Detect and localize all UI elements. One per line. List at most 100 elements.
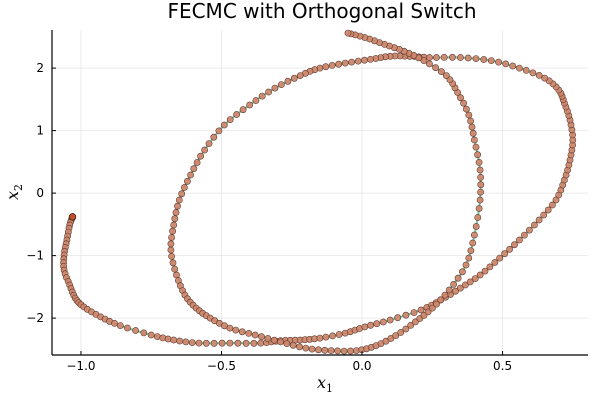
trajectory-point (464, 54, 472, 62)
trajectory-point (283, 340, 291, 347)
trajectory-point (470, 136, 478, 144)
trajectory-point (258, 333, 265, 341)
trajectory-point (180, 184, 188, 191)
trajectory-point (188, 339, 196, 346)
trajectory-point (174, 202, 181, 210)
trajectory-point (465, 111, 473, 119)
y-tick-label: −1 (26, 249, 44, 263)
trajectory-point (445, 286, 453, 294)
trajectory-point (220, 121, 228, 129)
trajectory-point (218, 339, 226, 347)
trajectory-point (477, 173, 484, 181)
trajectory-point (394, 314, 402, 322)
trajectory-point (245, 329, 253, 337)
trajectory-point (462, 261, 470, 269)
trajectory-point (290, 74, 298, 82)
trajectory-point (460, 99, 467, 107)
trajectory-point (226, 116, 234, 123)
trajectory-point (202, 339, 210, 347)
trajectory-point (496, 254, 504, 262)
trajectory-point (506, 245, 513, 253)
trajectory-point (132, 327, 139, 334)
trajectory-point (410, 309, 418, 316)
trajectory-point (250, 339, 258, 347)
trajectory-point (335, 60, 343, 68)
trajectory-point (251, 331, 259, 339)
trajectory-point (116, 322, 124, 329)
trajectory-point (361, 323, 369, 331)
trajectory-point (402, 325, 410, 333)
trajectory-point (531, 221, 538, 229)
trajectory-point (239, 106, 247, 114)
trajectory-point (426, 60, 433, 68)
trajectory-point (111, 319, 118, 327)
trajectory-point (462, 105, 470, 113)
trajectory-point (481, 267, 489, 275)
trajectory-point (477, 188, 484, 196)
trajectory-point (178, 190, 186, 198)
trajectory-point (329, 332, 336, 340)
trajectory-point (487, 57, 495, 64)
start-point (68, 213, 77, 221)
y-tick-label: 0 (36, 186, 44, 200)
trajectory-point (232, 326, 240, 334)
trajectory-point (347, 347, 354, 355)
trajectory-point (190, 165, 198, 173)
x-tick-label: 0.5 (493, 359, 512, 373)
trajectory-point (426, 54, 433, 61)
trajectory-point (195, 339, 203, 347)
trajectory-point (140, 329, 148, 337)
trajectory-point (502, 60, 510, 68)
trajectory-point (176, 337, 184, 345)
trajectory-point (315, 346, 322, 354)
trajectory-point (257, 339, 265, 347)
trajectory-point (226, 339, 234, 347)
trajectory-point (321, 346, 329, 354)
trajectory-point (197, 152, 204, 160)
trajectory-point (486, 263, 494, 271)
trajectory-point (475, 158, 483, 166)
trajectory-point (170, 221, 178, 229)
grid (52, 30, 588, 355)
trajectory-point (201, 146, 208, 154)
x-tick-label: −1.0 (66, 359, 95, 373)
trajectory-point (284, 77, 292, 85)
trajectory-point (458, 268, 466, 276)
trajectory-point (467, 117, 474, 125)
trajectory-point (316, 334, 324, 342)
trajectory-point (379, 318, 387, 326)
trajectory-point (258, 92, 266, 100)
trajectory-point (469, 129, 477, 137)
trajectory-point (450, 280, 457, 288)
trajectory-point (474, 214, 482, 221)
trajectory-point (549, 201, 556, 209)
trajectory-point (168, 252, 175, 260)
trajectory-point (529, 69, 537, 77)
trajectory-point (468, 123, 476, 131)
trajectory-point (277, 81, 285, 88)
ticks: −1.0 −0.5 0.0 0.5 −2 −1 0 1 2 (26, 61, 512, 373)
trajectory-point (461, 281, 469, 289)
trajectory-point (491, 259, 499, 266)
trajectory-point (456, 54, 464, 61)
trajectory-point (424, 308, 432, 316)
trajectory-point (334, 347, 341, 355)
y-axis-label: x2 (3, 184, 25, 200)
trajectory-point (193, 159, 201, 166)
trajectory-point (164, 335, 172, 343)
trajectory-point (465, 254, 473, 262)
trajectory-point (344, 29, 352, 37)
trajectory-point (367, 321, 374, 329)
y-tick-label: 1 (36, 124, 44, 138)
trajectory-point (168, 234, 175, 241)
trajectory-point (233, 111, 240, 118)
trajectory-point (234, 339, 242, 347)
trajectory-point (335, 331, 343, 338)
trajectory-point (440, 54, 448, 61)
trajectory-point (441, 291, 449, 299)
x-axis-label: x1 (317, 373, 333, 395)
trajectory-point (169, 227, 176, 235)
trajectory-point (535, 216, 543, 224)
trajectory-point (387, 335, 395, 342)
trajectory-point (277, 338, 284, 346)
